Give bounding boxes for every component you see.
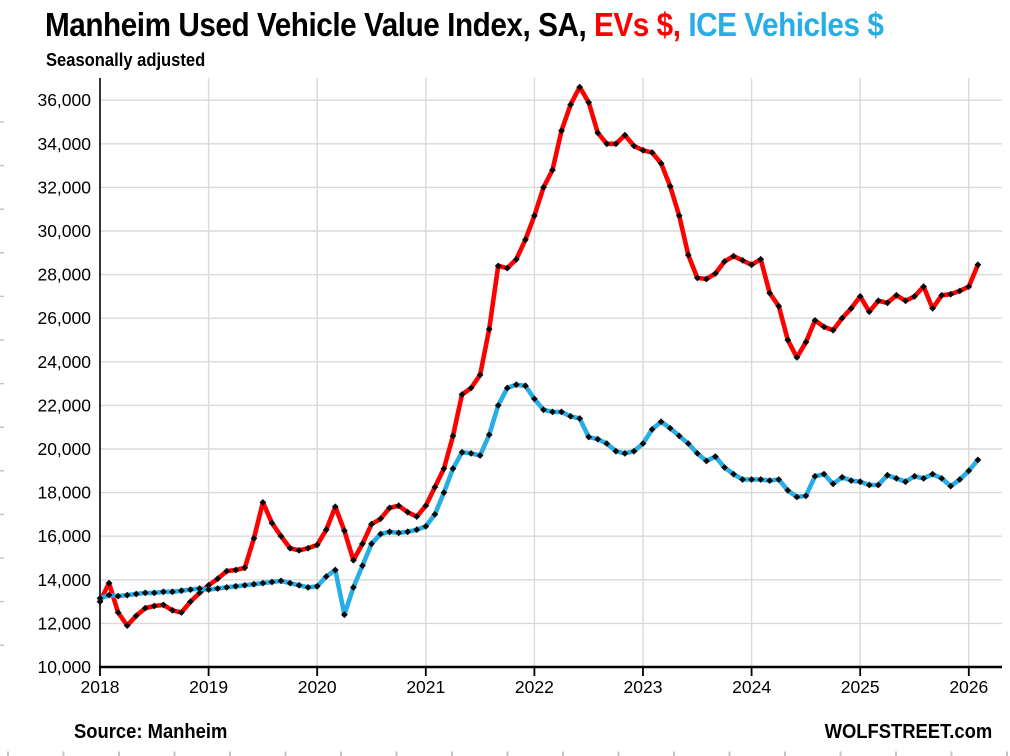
horizontal-gridlines: [100, 99, 1002, 625]
y-axis-label: 12,000: [37, 613, 91, 633]
y-axis-label: 16,000: [37, 526, 91, 546]
x-axis-label: 2022: [515, 677, 554, 697]
vertical-gridlines: [207, 78, 970, 667]
y-axis-label: 28,000: [37, 265, 91, 285]
y-axis-label: 10,000: [37, 657, 91, 677]
crop-edge-dashes: [0, 121, 1008, 756]
data-series: [96, 83, 982, 629]
y-axis-label: 30,000: [37, 221, 91, 241]
y-axis-label: 24,000: [37, 352, 91, 372]
x-axis-label: 2026: [949, 677, 988, 697]
axis-ticks: [99, 667, 970, 676]
ev-series-line: [97, 84, 981, 628]
ice-series-markers: [96, 381, 982, 619]
chart-title: Manheim Used Vehicle Value Index, SA, EV…: [45, 6, 884, 44]
axes: [99, 78, 1002, 669]
y-axis-label: 36,000: [37, 90, 91, 110]
y-axis-label: 32,000: [37, 177, 91, 197]
x-axis-label: 2018: [81, 677, 120, 697]
y-axis-label: 26,000: [37, 308, 91, 328]
ev-series-markers: [96, 83, 982, 629]
x-axis-label: 2025: [841, 677, 880, 697]
y-axis-label: 22,000: [37, 395, 91, 415]
y-axis-label: 14,000: [37, 570, 91, 590]
chart-subtitle: Seasonally adjusted: [46, 50, 206, 70]
chart-title-ev-legend: EVs $,: [594, 6, 689, 43]
y-axis-label: 20,000: [37, 439, 91, 459]
y-axis-label: 18,000: [37, 483, 91, 503]
source-credit: Source: Manheim: [74, 721, 228, 743]
chart-title-main: Manheim Used Vehicle Value Index, SA,: [45, 6, 595, 43]
y-axis-label: 34,000: [37, 134, 91, 154]
x-axis-label: 2024: [732, 677, 771, 697]
x-axis-label: 2021: [406, 677, 445, 697]
x-axis-labels: 2018 2019 2020 2021 2022 2023 2024 2025 2026: [81, 677, 989, 697]
chart-title-ice-legend: ICE Vehicles $: [688, 6, 884, 43]
x-axis-label: 2020: [298, 677, 337, 697]
y-axis-labels: 10,000 12,000 14,000 16,000 18,000 20,000 22,0…: [37, 90, 91, 677]
x-axis-label: 2019: [189, 677, 228, 697]
x-axis-label: 2023: [624, 677, 663, 697]
brand-credit: WOLFSTREET.com: [824, 721, 992, 743]
